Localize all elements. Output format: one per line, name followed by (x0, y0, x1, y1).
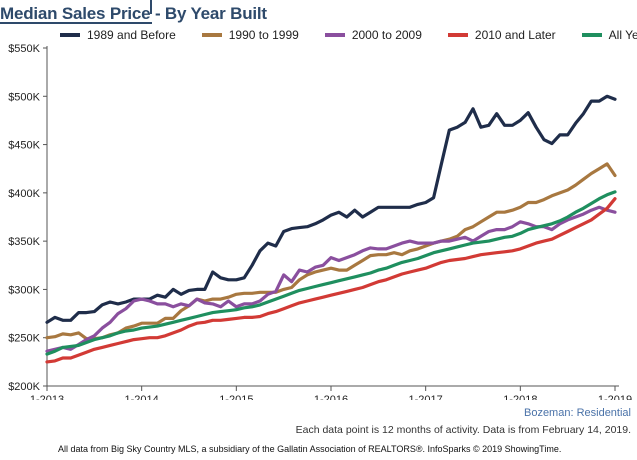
line-chart: $200K $250K $300K $350K $400K $450K $500K $550K… (8, 43, 632, 400)
legend-item-4: 2010 and Later (447, 26, 556, 44)
x-tick-label: 1-2018 (503, 394, 537, 400)
y-tick-label: $450K (8, 140, 40, 152)
axes: $200K $250K $300K $350K $400K $450K $500K $550K… (8, 43, 632, 400)
series-line-3 (45, 205, 617, 353)
series-line-2 (45, 162, 617, 341)
y-tick-label: $550K (8, 43, 40, 55)
legend-label: 1990 to 1999 (228, 28, 299, 42)
location-label: Bozeman: Residential (523, 407, 631, 419)
legend: 1989 and Before 1990 to 1999 2000 to 2009 2… (60, 26, 637, 44)
y-tick-label: $350K (8, 236, 40, 248)
legend-swatch (581, 33, 602, 37)
legend-item-2: 1990 to 1999 (201, 26, 299, 44)
legend-label: 2000 to 2009 (351, 28, 422, 42)
legend-swatch (201, 33, 222, 37)
x-tick-label: 1-2016 (314, 394, 348, 400)
legend-label: 2010 and Later (474, 28, 556, 42)
source-credit: All data from Big Sky Country MLS, a sub… (58, 444, 562, 454)
y-tick-label: $250K (8, 333, 40, 345)
y-tick-label: $200K (8, 381, 40, 393)
x-tick-label: 1-2019 (598, 394, 632, 400)
title-marker (150, 0, 152, 14)
data-note: Each data point is 12 months of activity… (295, 424, 631, 436)
chart-title: Median Sales Price - By Year Built (0, 4, 267, 23)
x-tick-label: 1-2014 (125, 394, 159, 400)
x-tick-label: 1-2015 (219, 394, 253, 400)
series-line-1 (45, 94, 617, 324)
x-tick-label: 1-2017 (409, 394, 443, 400)
y-tick-label: $300K (8, 284, 40, 296)
x-tick-label: 1-2013 (30, 394, 64, 400)
series-line-5 (45, 190, 617, 356)
series-line-4 (45, 197, 617, 364)
legend-item-5: All Years (581, 26, 637, 44)
y-tick-label: $500K (8, 91, 40, 103)
series-lines (45, 94, 617, 364)
title-underline (0, 22, 152, 24)
legend-swatch (60, 33, 80, 37)
legend-swatch (324, 33, 345, 37)
legend-swatch (447, 33, 468, 37)
y-tick-label: $400K (8, 188, 40, 200)
legend-item-3: 2000 to 2009 (324, 26, 422, 44)
legend-label: 1989 and Before (87, 28, 176, 42)
legend-label: All Years (608, 28, 637, 42)
legend-item-1: 1989 and Before (60, 26, 176, 44)
